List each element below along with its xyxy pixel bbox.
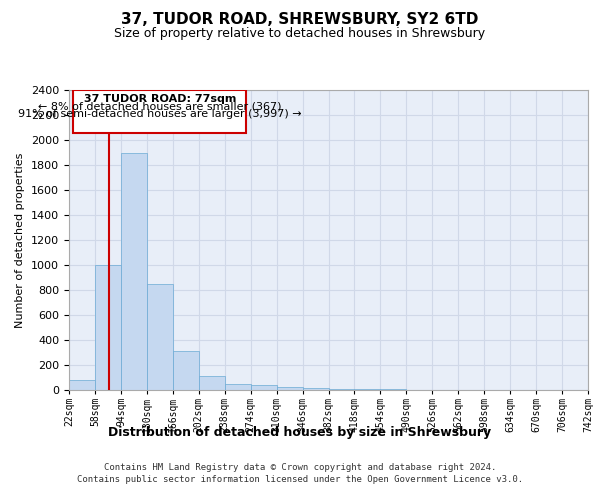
Bar [121, 152, 147, 390]
Bar [224, 384, 251, 390]
Text: 37 TUDOR ROAD: 77sqm: 37 TUDOR ROAD: 77sqm [83, 94, 236, 104]
Bar [329, 389, 355, 390]
Text: Distribution of detached houses by size in Shrewsbury: Distribution of detached houses by size … [109, 426, 491, 439]
Bar [69, 380, 95, 390]
Bar [355, 389, 380, 390]
Bar [199, 376, 224, 390]
Text: Contains HM Land Registry data © Crown copyright and database right 2024.: Contains HM Land Registry data © Crown c… [104, 463, 496, 472]
Text: 37, TUDOR ROAD, SHREWSBURY, SY2 6TD: 37, TUDOR ROAD, SHREWSBURY, SY2 6TD [121, 12, 479, 28]
Bar [95, 265, 121, 390]
Bar [251, 385, 277, 390]
Y-axis label: Number of detached properties: Number of detached properties [16, 152, 25, 328]
Bar [173, 351, 199, 390]
Text: 91% of semi-detached houses are larger (3,997) →: 91% of semi-detached houses are larger (… [18, 110, 302, 120]
Text: ← 8% of detached houses are smaller (367): ← 8% of detached houses are smaller (367… [38, 101, 281, 112]
Text: Contains public sector information licensed under the Open Government Licence v3: Contains public sector information licen… [77, 476, 523, 484]
FancyBboxPatch shape [73, 90, 247, 132]
Bar [147, 284, 173, 390]
Bar [277, 387, 302, 390]
Bar [302, 388, 329, 390]
Text: Size of property relative to detached houses in Shrewsbury: Size of property relative to detached ho… [115, 28, 485, 40]
